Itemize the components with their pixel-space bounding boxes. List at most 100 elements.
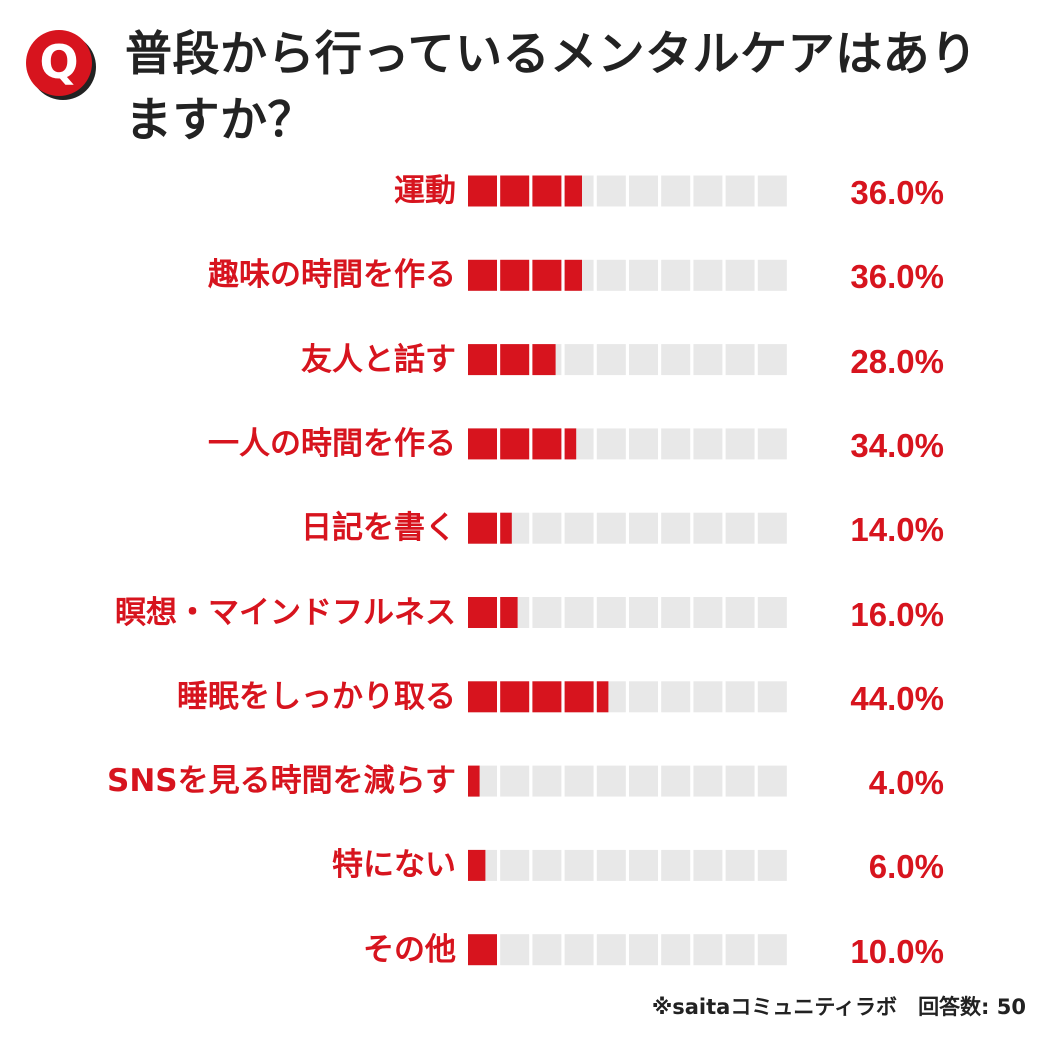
- bar-block-filled: [468, 849, 486, 881]
- bar-block-empty: [725, 344, 755, 376]
- bar-block-empty: [693, 849, 723, 881]
- bar-block-filled: [468, 597, 497, 628]
- bar-block-empty: [757, 934, 787, 966]
- bar-block-empty: [596, 259, 626, 291]
- value-label: 28.0%: [850, 342, 944, 380]
- bar-block-empty: [693, 765, 723, 797]
- bar-block-empty: [596, 934, 626, 966]
- bar-block-filled: [500, 428, 530, 460]
- bar-block-empty: [725, 934, 755, 966]
- bar-block-empty: [725, 849, 755, 881]
- bar-block-empty: [693, 934, 723, 966]
- bar-block-empty: [725, 681, 755, 713]
- category-label: 運動: [394, 173, 456, 209]
- bar-row: [468, 512, 787, 544]
- footer-source: ※saitaコミュニティラボ: [651, 995, 898, 1019]
- bar-block-empty: [693, 259, 723, 291]
- bar-block-filled: [532, 344, 556, 376]
- bar-block-empty: [661, 849, 691, 881]
- bar-block-empty: [725, 428, 755, 460]
- bar-block-filled: [500, 259, 530, 291]
- bar-block-filled: [596, 681, 609, 713]
- bar-row: [468, 934, 787, 966]
- bar-block-empty: [661, 765, 691, 797]
- bar-block-filled: [532, 259, 562, 291]
- category-label: 特にない: [332, 847, 456, 884]
- bar-block-filled: [500, 597, 518, 628]
- category-label: その他: [363, 931, 456, 968]
- bar-block-empty: [661, 175, 691, 207]
- bar-block-filled: [468, 175, 497, 207]
- category-label: 日記を書く: [301, 510, 456, 547]
- bar-block-filled: [468, 512, 497, 544]
- bar-row: [468, 428, 787, 460]
- bar-block-empty: [564, 849, 594, 881]
- bar-block-empty: [661, 259, 691, 291]
- value-label: 6.0%: [868, 848, 944, 886]
- bar-block-empty: [500, 765, 530, 797]
- bar-block-filled: [564, 428, 577, 460]
- bar-block-empty: [500, 849, 530, 881]
- value-label: 36.0%: [850, 174, 944, 211]
- bar-block-empty: [725, 259, 755, 291]
- q-badge-icon: Q: [26, 30, 96, 100]
- bar-row: [468, 681, 787, 713]
- category-label: 瞑想・マインドフルネス: [115, 594, 456, 631]
- bar-block-filled: [564, 175, 582, 207]
- bar-block-empty: [693, 681, 723, 713]
- bar-row: [468, 849, 787, 881]
- bar-block-empty: [661, 681, 691, 713]
- bar-row: [468, 344, 787, 376]
- bar-block-empty: [757, 597, 787, 628]
- chart-title: 普段から行っているメンタルケアはありますか？: [125, 27, 978, 148]
- bar-block-empty: [564, 934, 594, 966]
- bar-block-empty: [596, 512, 626, 544]
- footer: ※saitaコミュニティラボ 回答数: 50: [652, 992, 1026, 1022]
- bar-block-filled: [500, 681, 530, 713]
- bar-block-empty: [532, 849, 562, 881]
- bar-block-filled: [532, 428, 562, 460]
- bar-block-empty: [629, 259, 658, 291]
- bar-block-empty: [629, 681, 658, 713]
- bar-block-filled: [500, 344, 530, 376]
- bar-block-filled: [468, 765, 480, 797]
- bar-block-filled: [468, 681, 497, 713]
- bar-row: [468, 175, 787, 207]
- bar-block-empty: [757, 512, 787, 544]
- bar-block-empty: [661, 934, 691, 966]
- bar-block-filled: [468, 934, 497, 966]
- bar-row: [468, 259, 787, 291]
- bar-block-empty: [596, 175, 626, 207]
- category-label: SNSを見る時間を減らす: [107, 763, 456, 800]
- bar-block-empty: [693, 175, 723, 207]
- value-label: 36.0%: [850, 258, 944, 296]
- bar-block-empty: [500, 934, 530, 966]
- bar-block-empty: [693, 344, 723, 376]
- bar-block-empty: [693, 512, 723, 544]
- bar-block-filled: [500, 512, 512, 544]
- value-label: 34.0%: [850, 426, 944, 464]
- bar-block-filled: [564, 259, 582, 291]
- footer-respondents: 回答数: 50: [918, 995, 1026, 1019]
- bar-block-empty: [629, 849, 658, 881]
- bar-block-empty: [629, 175, 658, 207]
- bar-block-empty: [757, 681, 787, 713]
- category-label: 趣味の時間を作る: [208, 257, 456, 294]
- q-badge-letter: Q: [39, 35, 78, 89]
- category-label: 睡眠をしっかり取る: [177, 678, 456, 715]
- bar-block-empty: [629, 934, 658, 966]
- bar-block-filled: [532, 175, 562, 207]
- bar-block-empty: [629, 765, 658, 797]
- bar-block-empty: [725, 175, 755, 207]
- bar-block-filled: [468, 344, 497, 376]
- bar-block-empty: [661, 428, 691, 460]
- bar-block-empty: [661, 344, 691, 376]
- bar-block-empty: [532, 512, 562, 544]
- bar-block-empty: [532, 765, 562, 797]
- bar-block-empty: [693, 597, 723, 628]
- bar-block-filled: [532, 681, 562, 713]
- bar-block-empty: [532, 934, 562, 966]
- value-label: 16.0%: [850, 595, 944, 633]
- bar-block-empty: [596, 428, 626, 460]
